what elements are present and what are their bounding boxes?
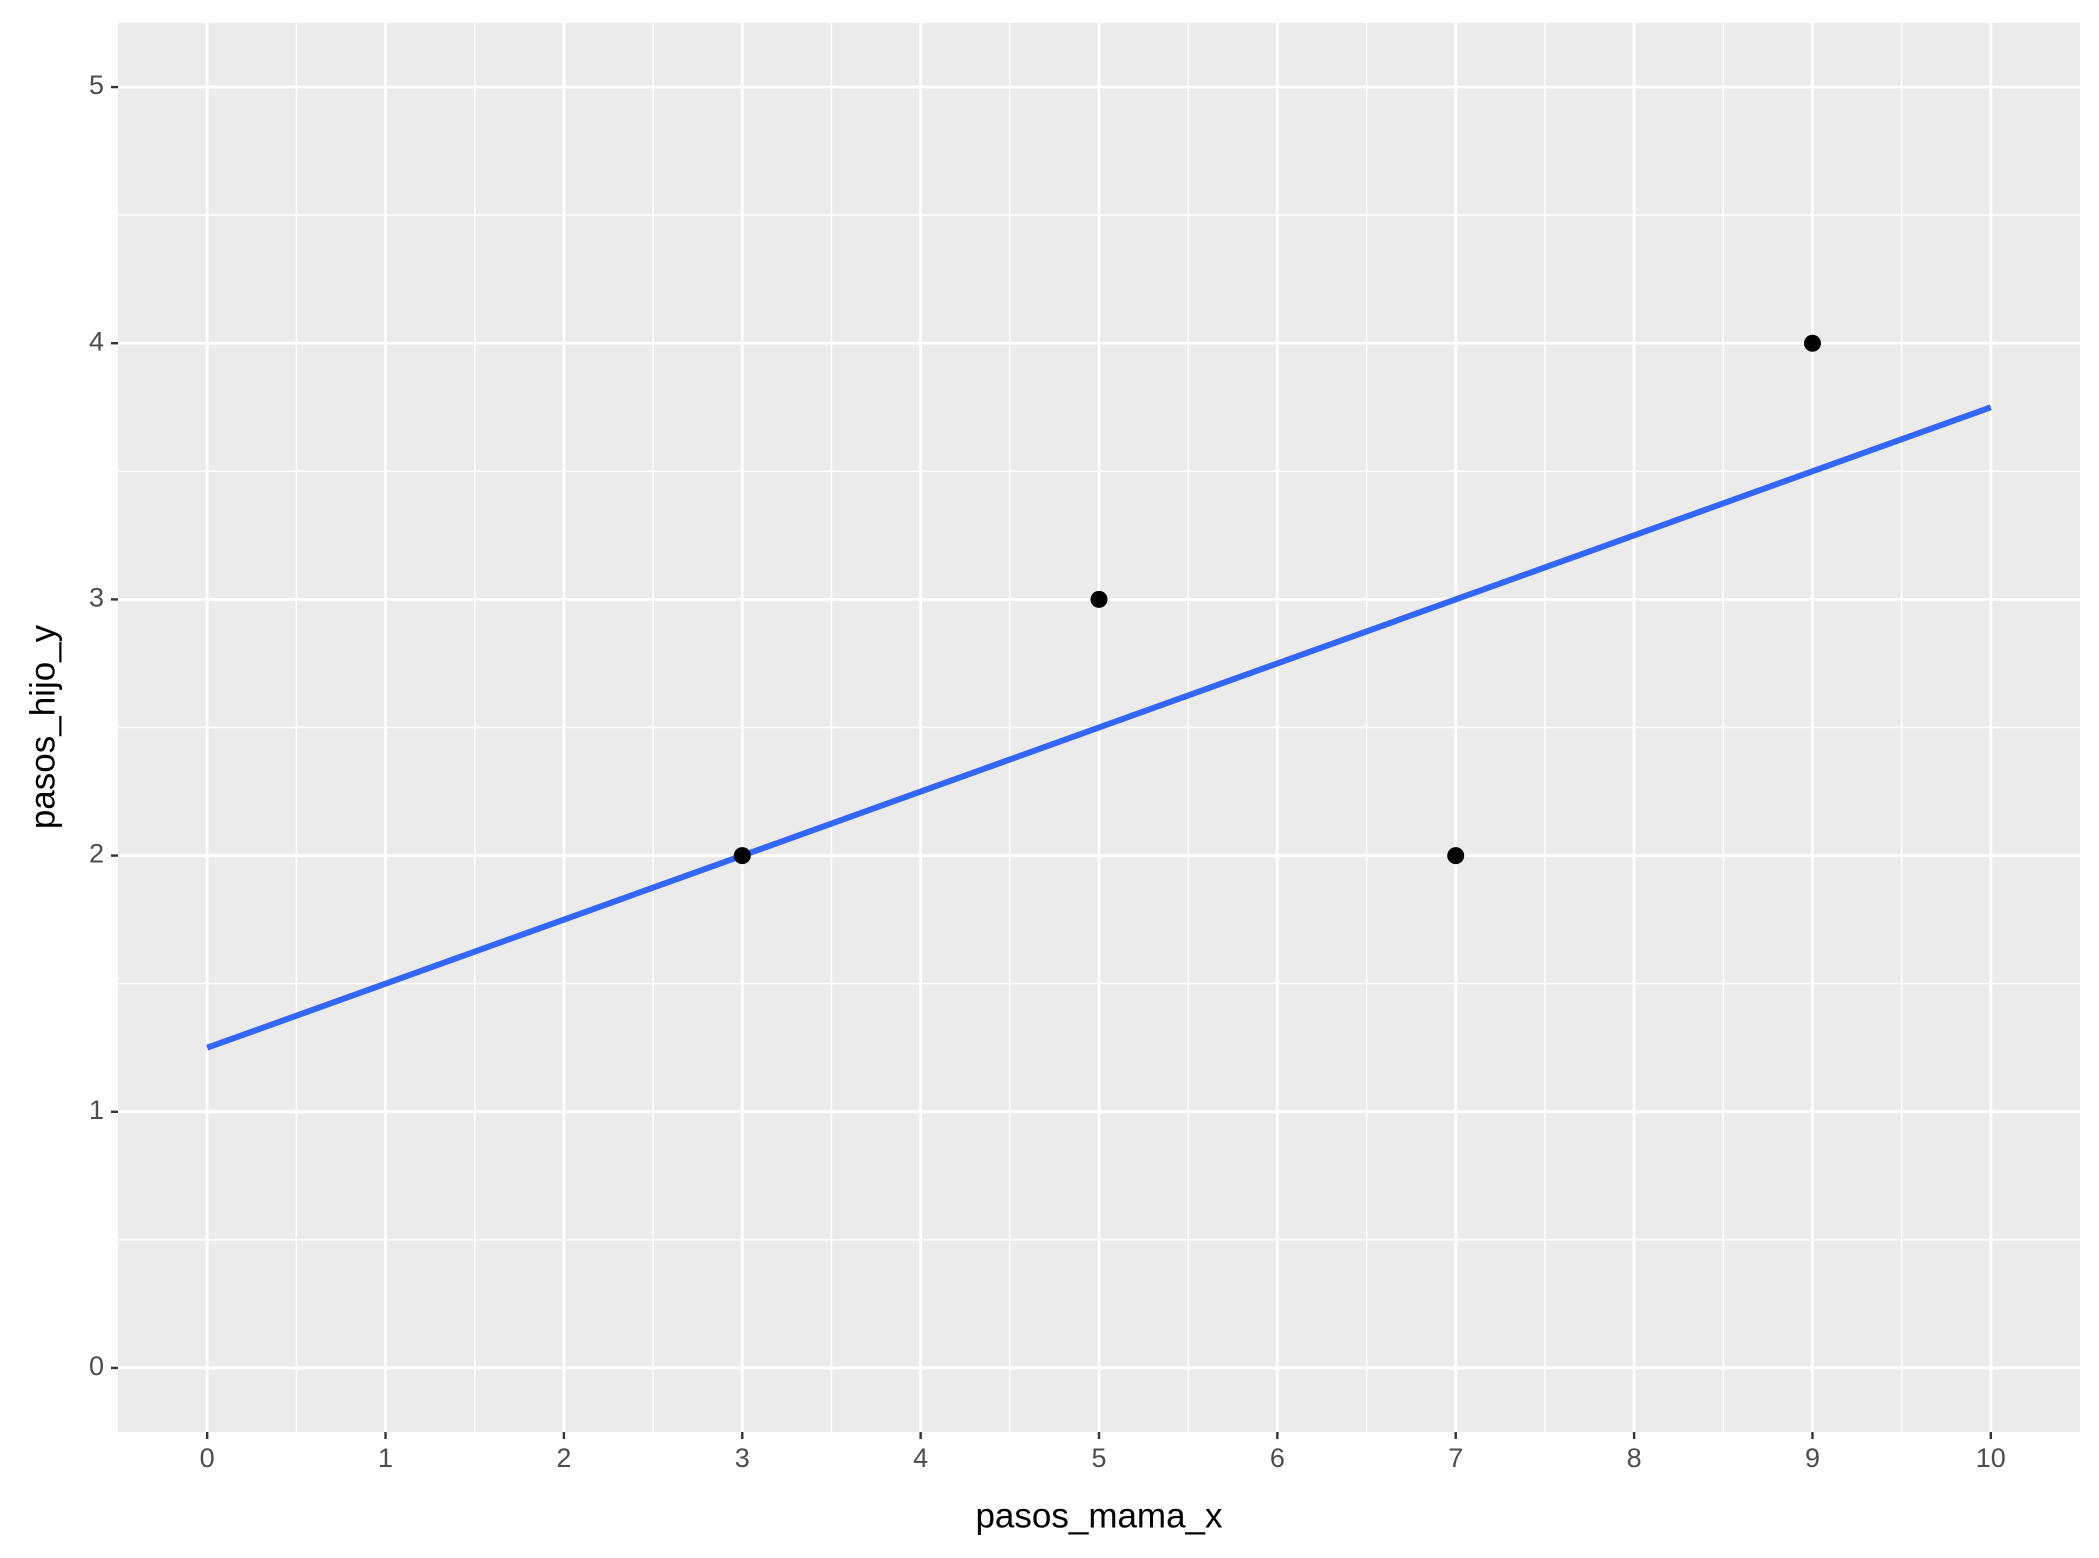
y-tick-label: 0 — [89, 1351, 104, 1381]
point — [1803, 334, 1821, 352]
y-tick-label: 2 — [89, 839, 104, 869]
y-tick-label: 3 — [89, 583, 104, 613]
y-tick-label: 4 — [89, 326, 104, 356]
y-axis-title: pasos_hijo_y — [23, 624, 62, 829]
x-tick-label: 0 — [200, 1443, 215, 1473]
y-tick-label: 1 — [89, 1095, 104, 1125]
x-tick-label: 3 — [735, 1443, 750, 1473]
x-tick-label: 2 — [556, 1443, 571, 1473]
fit-line — [206, 404, 1992, 1051]
point — [733, 847, 751, 865]
x-tick-label: 6 — [1270, 1443, 1285, 1473]
x-tick-label: 10 — [1976, 1443, 2006, 1473]
point — [1447, 847, 1465, 865]
x-axis-title: pasos_mama_x — [975, 1496, 1223, 1535]
x-tick-label: 8 — [1627, 1443, 1642, 1473]
y-tick-label: 5 — [89, 70, 104, 100]
x-tick-label: 9 — [1805, 1443, 1820, 1473]
x-tick-label: 7 — [1448, 1443, 1463, 1473]
x-tick-label: 4 — [913, 1443, 928, 1473]
x-tick-label: 5 — [1091, 1443, 1106, 1473]
x-tick-label: 1 — [378, 1443, 393, 1473]
point — [1090, 590, 1108, 608]
